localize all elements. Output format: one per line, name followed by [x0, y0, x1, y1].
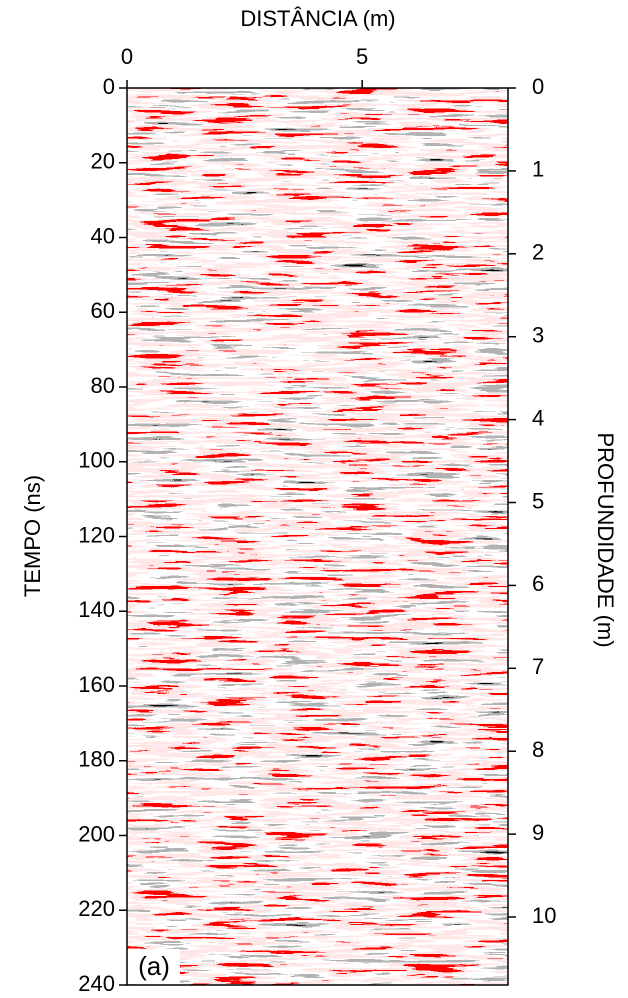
- y-tick-label: 60: [91, 298, 115, 323]
- y2-tick-label: 8: [532, 737, 544, 762]
- panel-label: (a): [138, 951, 170, 981]
- y2-tick-label: 9: [532, 820, 544, 845]
- y-axis-title: TEMPO (ns): [20, 475, 45, 597]
- y2-tick-label: 3: [532, 323, 544, 348]
- y-tick-label: 80: [91, 373, 115, 398]
- x-tick-label: 0: [121, 44, 133, 69]
- y2-tick-label: 7: [532, 654, 544, 679]
- y2-tick-label: 10: [532, 903, 556, 928]
- y-tick-label: 20: [91, 149, 115, 174]
- y2-tick-label: 6: [532, 571, 544, 596]
- radargram-image: [127, 88, 508, 985]
- y2-tick-label: 0: [532, 74, 544, 99]
- y-tick-label: 0: [103, 74, 115, 99]
- y-tick-label: 220: [78, 896, 115, 921]
- y-tick-label: 160: [78, 672, 115, 697]
- label-box: [128, 950, 180, 984]
- y-tick-label: 40: [91, 223, 115, 248]
- y-tick-label: 240: [78, 971, 115, 996]
- y-tick-label: 200: [78, 821, 115, 846]
- y2-tick-label: 4: [532, 405, 544, 430]
- y2-tick-label: 5: [532, 488, 544, 513]
- y-tick-label: 120: [78, 522, 115, 547]
- y-tick-label: 100: [78, 448, 115, 473]
- y2-tick-label: 2: [532, 240, 544, 265]
- y-tick-label: 140: [78, 597, 115, 622]
- x-tick-label: 5: [356, 44, 368, 69]
- y2-tick-label: 1: [532, 157, 544, 182]
- y2-axis-title: PROFUNDIDADE (m): [593, 432, 618, 647]
- y-tick-label: 180: [78, 747, 115, 772]
- x-axis-title: DISTÂNCIA (m): [240, 6, 395, 31]
